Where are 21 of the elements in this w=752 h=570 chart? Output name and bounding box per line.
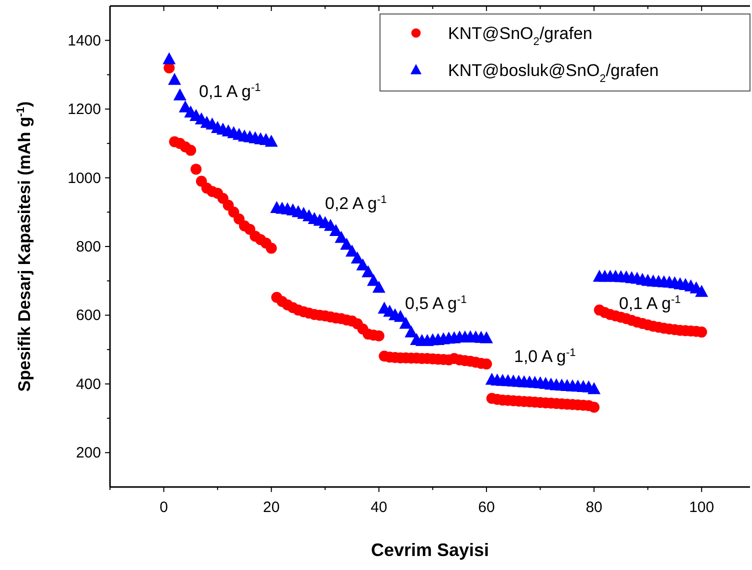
annotation: 1,0 A g$^{-1}$	[514, 347, 576, 366]
x-tick-label: 100	[689, 499, 714, 516]
x-tick-label: 60	[478, 499, 495, 516]
y-tick-label: 1400	[68, 32, 101, 50]
y-tick-label: 1200	[68, 101, 101, 118]
legend-label: KNT@SnO$_{2}$/grafen	[448, 24, 592, 48]
x-axis-title: Cevrim Sayisi	[370, 540, 490, 560]
x-tick-label: 0	[160, 499, 168, 516]
y-tick-label: 600	[76, 307, 101, 324]
x-tick-label: 40	[370, 499, 388, 516]
annotation: 0,2 A g$^{-1}$	[325, 194, 387, 213]
y-tick-label: 400	[76, 376, 101, 393]
annotation: 0,1 A g$^{-1}$	[199, 82, 261, 101]
y-tick-label: 800	[76, 238, 101, 256]
y-tick-label: 200	[76, 444, 101, 462]
legend-label: KNT@bosluk@SnO$_{2}$/grafen	[448, 61, 659, 85]
x-tick-label: 80	[586, 499, 602, 516]
annotation: 0,1 A g$^{-1}$	[619, 294, 681, 313]
y-tick-label: 1000	[68, 170, 101, 187]
annotation: 0,5 A g$^{-1}$	[405, 294, 467, 313]
x-tick-label: 20	[263, 499, 280, 516]
